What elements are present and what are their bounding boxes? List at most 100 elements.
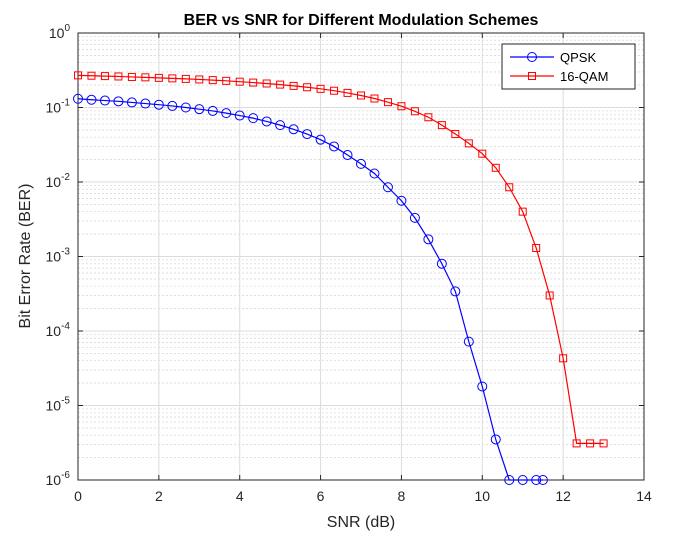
y-tick-exponent: -5 [61, 396, 70, 407]
data-point [74, 71, 82, 80]
data-point [262, 79, 271, 88]
data-point [288, 124, 299, 135]
legend-label: 16-QAM [560, 69, 608, 84]
data-point [249, 78, 258, 87]
data-point [505, 183, 514, 192]
data-point [356, 158, 366, 169]
series-line [77, 74, 604, 444]
data-point [463, 336, 474, 347]
y-tick-exponent: -6 [61, 470, 70, 481]
chart-title: BER vs SNR for Different Modulation Sche… [184, 12, 539, 29]
y-tick-label: 10-5 [46, 396, 71, 414]
data-point [153, 99, 164, 110]
x-axis-ticks: 0 2 4 6 8 10 12 14 [74, 33, 652, 504]
y-tick-base: 10 [46, 398, 62, 414]
data-point [330, 86, 339, 95]
data-point [208, 76, 217, 85]
x-tick-label: 4 [236, 488, 244, 504]
y-tick-exponent: -2 [61, 172, 70, 183]
data-point [410, 107, 419, 116]
data-point [397, 102, 406, 111]
y-tick-label: 10-6 [46, 470, 71, 488]
y-tick-exponent: -3 [61, 247, 70, 258]
data-point [234, 110, 245, 121]
data-point [409, 212, 420, 223]
x-tick-label: 14 [636, 488, 652, 504]
data-point [423, 234, 434, 245]
data-point [315, 134, 326, 145]
legend-box [501, 43, 636, 90]
data-point [316, 84, 325, 93]
series-line [77, 98, 543, 481]
data-point [451, 130, 460, 139]
data-point [261, 116, 272, 127]
y-tick-base: 10 [46, 323, 62, 339]
data-point [100, 72, 109, 81]
data-point [559, 354, 568, 363]
data-point [329, 141, 340, 152]
data-point [180, 102, 191, 113]
data-point [73, 93, 83, 104]
data-point [531, 475, 542, 485]
data-point [221, 108, 232, 119]
data-point [207, 105, 218, 116]
data-point [275, 120, 286, 131]
data-point [545, 291, 554, 300]
x-tick-label: 0 [74, 488, 82, 504]
legend-label: QPSK [560, 50, 596, 65]
series-qpsk [73, 93, 548, 485]
data-point [248, 113, 259, 124]
data-point [396, 195, 407, 206]
y-axis-label: Bit Error Rate (BER) [17, 184, 34, 329]
data-point [86, 94, 97, 105]
data-point [599, 439, 608, 448]
y-tick-base: 10 [46, 174, 62, 190]
legend: QPSK 16-QAM [501, 43, 636, 90]
data-point [450, 286, 461, 297]
y-tick-base: 10 [46, 100, 62, 116]
data-point [383, 98, 392, 107]
data-point [572, 439, 581, 448]
data-point [464, 139, 473, 148]
data-point [87, 71, 96, 80]
data-point [195, 75, 204, 84]
y-tick-exponent: -4 [61, 321, 70, 332]
series-layer [73, 71, 608, 485]
y-tick-label: 10-2 [46, 172, 71, 190]
data-point [382, 182, 393, 193]
legend-marker [527, 52, 537, 62]
data-point [127, 72, 136, 81]
data-point [342, 150, 353, 161]
x-tick-label: 10 [474, 488, 490, 504]
data-point [235, 77, 244, 86]
data-point [369, 168, 380, 179]
data-point [491, 163, 500, 172]
x-axis-label: SNR (dB) [327, 514, 395, 531]
data-point [343, 88, 352, 97]
y-tick-exponent: 0 [64, 23, 70, 34]
y-tick-label: 100 [49, 23, 71, 41]
x-tick-label: 6 [317, 488, 325, 504]
data-point [504, 475, 515, 485]
data-point [167, 100, 178, 111]
data-point [168, 74, 177, 83]
data-point [222, 76, 231, 85]
data-point [477, 381, 488, 392]
series-16-qam [74, 71, 608, 448]
data-point [302, 129, 313, 140]
data-point [114, 72, 123, 81]
data-point [478, 149, 487, 158]
data-point [141, 73, 150, 82]
x-tick-label: 2 [155, 488, 163, 504]
data-point [436, 258, 447, 269]
data-point [517, 475, 528, 485]
y-tick-base: 10 [46, 472, 62, 488]
x-tick-label: 8 [398, 488, 406, 504]
data-point [370, 94, 379, 103]
data-point [490, 434, 501, 445]
data-point [99, 95, 110, 106]
data-point [140, 98, 151, 109]
